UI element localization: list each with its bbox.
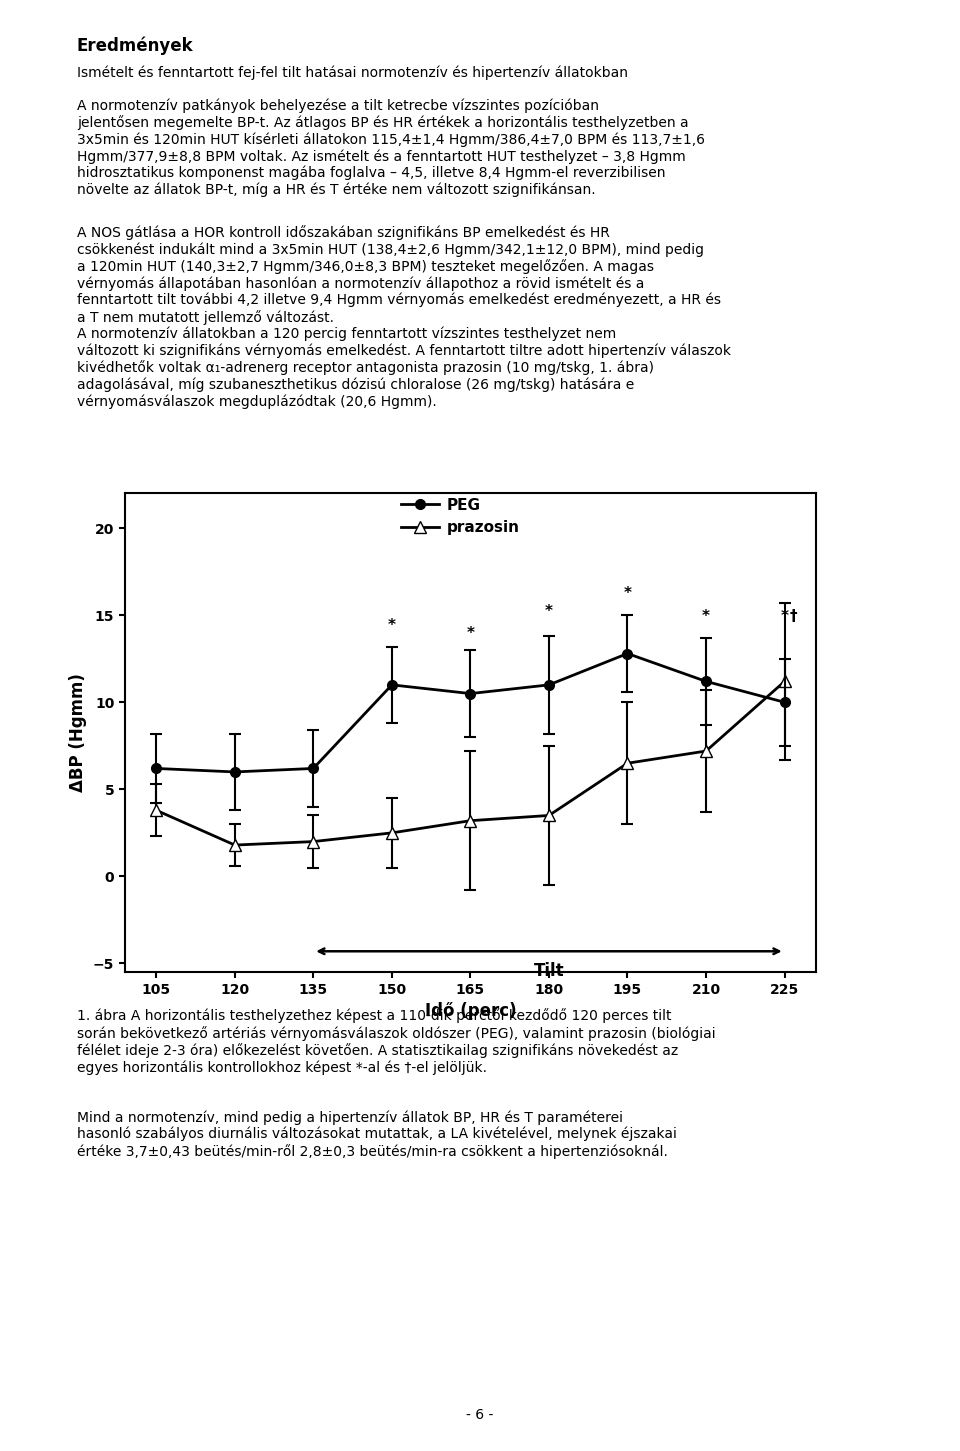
Text: - 6 -: - 6 - (467, 1407, 493, 1422)
Text: A normotenzív állatokban a 120 percig fenntartott vízszintes testhelyzet nem
vál: A normotenzív állatokban a 120 percig fe… (77, 326, 731, 409)
Legend: PEG, prazosin: PEG, prazosin (396, 492, 526, 541)
Text: Mind a normotenzív, mind pedig a hipertenzív állatok BP, HR és T paraméterei
has: Mind a normotenzív, mind pedig a hiperte… (77, 1110, 677, 1158)
X-axis label: Idő (perc): Idő (perc) (424, 1003, 516, 1020)
Y-axis label: ΔBP (Hgmm): ΔBP (Hgmm) (69, 673, 87, 792)
Text: 1. ábra A horizontális testhelyzethez képest a 110-dik perctől kezdődő 120 perce: 1. ábra A horizontális testhelyzethez ké… (77, 1008, 715, 1075)
Text: Eredmények: Eredmények (77, 36, 193, 55)
Text: Tilt: Tilt (534, 962, 564, 979)
Text: *: * (780, 609, 788, 624)
Text: A NOS gátlása a HOR kontroll időszakában szignifikáns BP emelkedést és HR
csökke: A NOS gátlása a HOR kontroll időszakában… (77, 225, 721, 325)
Text: *: * (467, 627, 474, 641)
Text: *: * (702, 609, 710, 624)
Text: *: * (388, 618, 396, 633)
Text: *: * (545, 604, 553, 618)
Text: †: † (790, 609, 798, 624)
Text: *: * (623, 586, 632, 601)
Text: Ismételt és fenntartott fej-fel tilt hatásai normotenzív és hipertenzív állatokb: Ismételt és fenntartott fej-fel tilt hat… (77, 65, 705, 197)
